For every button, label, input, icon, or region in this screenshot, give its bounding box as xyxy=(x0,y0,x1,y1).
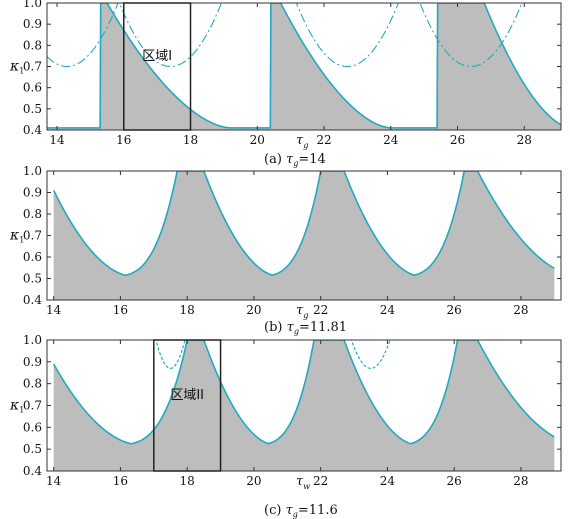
dashed-dip-curve xyxy=(350,340,391,369)
x-tick-label: 20 xyxy=(246,303,261,317)
caption-sub: g xyxy=(293,159,298,168)
x-axis-label-symbol: τ xyxy=(296,133,304,148)
caption-prefix: (c) xyxy=(264,503,286,518)
y-tick-label: 0.6 xyxy=(23,420,42,434)
y-axis-label-sub: 1 xyxy=(19,67,24,76)
y-tick-label: 0.4 xyxy=(23,123,42,137)
dashed-dip-curve xyxy=(155,340,186,369)
x-tick-label: 20 xyxy=(250,133,265,147)
caption-prefix: (a) xyxy=(264,152,286,167)
x-tick-label: 16 xyxy=(113,303,128,317)
panel-c: 14 16 18 20 22 24 26 28 0.4 0.5 0.6 0.7 0.8 0.9 1.0 κ1 τ… xyxy=(9,333,562,519)
y-axis-label-symbol: κ xyxy=(9,59,19,75)
panel-b: 14 16 18 20 22 24 26 28 0.4 0.5 0.6 0.7 0.8 0.9 1.0 κ1 τ… xyxy=(9,164,562,336)
feasible-region-area xyxy=(53,340,555,471)
y-axis-label-symbol: κ xyxy=(9,228,19,244)
boundary-curve xyxy=(47,3,561,129)
x-tick-label: 26 xyxy=(450,133,465,147)
upper-dashdot-curve xyxy=(47,3,523,68)
y-tick-label: 0.7 xyxy=(23,399,42,413)
x-tick-label: 22 xyxy=(313,303,328,317)
x-tick-label: 24 xyxy=(383,133,399,147)
plot-area xyxy=(52,340,555,471)
plot-area xyxy=(47,3,561,130)
y-tick-label: 0.5 xyxy=(23,102,42,116)
panel-caption: (b) τg=11.81 xyxy=(264,320,347,336)
y-tick-label: 0.8 xyxy=(23,377,42,391)
region-label: 区域I xyxy=(142,49,172,64)
boundary-curve xyxy=(52,171,555,277)
x-tick-label: 22 xyxy=(316,133,331,147)
y-tick-label: 0.9 xyxy=(23,355,42,369)
caption-sub: g xyxy=(293,510,298,519)
caption-value: =11.6 xyxy=(298,503,338,518)
y-tick-label: 0.8 xyxy=(23,207,42,221)
y-tick-label: 0.4 xyxy=(23,464,42,478)
y-tick-label: 0.8 xyxy=(23,38,42,52)
x-axis-label: τg xyxy=(296,133,308,150)
x-tick-label: 16 xyxy=(113,474,128,488)
x-tick-label: 26 xyxy=(447,303,462,317)
x-tick-label: 18 xyxy=(180,303,195,317)
x-tick-label: 28 xyxy=(513,303,528,317)
x-tick-label: 22 xyxy=(313,474,328,488)
panel-a: 14 16 18 20 22 24 26 28 0.4 0.5 0.6 0.7 0.8 0.9 1.0 κ1 τ… xyxy=(9,0,562,168)
y-tick-label: 0.6 xyxy=(23,81,42,95)
caption-symbol: τ xyxy=(286,503,294,518)
caption-value: =14 xyxy=(298,152,325,167)
y-tick-label: 1.0 xyxy=(23,164,42,178)
caption-value: =11.81 xyxy=(299,320,347,335)
x-tick-label: 26 xyxy=(447,474,462,488)
region-box xyxy=(123,2,192,131)
plot-area xyxy=(52,171,555,300)
x-tick-label: 14 xyxy=(46,474,62,488)
y-tick-label: 0.9 xyxy=(23,17,42,31)
y-axis-label: κ1 xyxy=(9,398,24,415)
y-axis-label: κ1 xyxy=(9,228,24,245)
x-tick-label: 16 xyxy=(116,133,131,147)
y-tick-label: 0.6 xyxy=(23,250,42,264)
y-tick-label: 0.5 xyxy=(23,442,42,456)
y-axis-label-symbol: κ xyxy=(9,398,19,414)
x-axis-label-sub: g xyxy=(303,141,308,150)
region-box xyxy=(153,339,222,472)
caption-sub: g xyxy=(294,327,299,336)
region-label: 区域II xyxy=(170,388,204,403)
feasible-region-area xyxy=(47,3,561,130)
y-axis-label-sub: 1 xyxy=(19,236,24,245)
x-tick-label: 20 xyxy=(246,474,261,488)
caption-prefix: (b) xyxy=(264,320,287,335)
x-axis-label: τw xyxy=(296,474,310,491)
x-tick-label: 18 xyxy=(183,133,198,147)
x-tick-label: 14 xyxy=(49,133,65,147)
x-axis-label-symbol: τ xyxy=(296,474,304,489)
panel-caption: (a) τg=14 xyxy=(264,152,326,168)
y-tick-label: 0.5 xyxy=(23,272,42,286)
y-axis-label-sub: 1 xyxy=(19,406,24,415)
y-tick-label: 0.7 xyxy=(23,229,42,243)
x-tick-label: 28 xyxy=(517,133,532,147)
x-axis-label-sub: g xyxy=(303,311,308,320)
x-tick-label: 18 xyxy=(180,474,195,488)
y-tick-label: 0.9 xyxy=(23,186,42,200)
y-tick-label: 1.0 xyxy=(23,333,42,347)
x-axis-label: τg xyxy=(296,303,308,320)
caption-symbol: τ xyxy=(287,320,295,335)
y-axis-label: κ1 xyxy=(9,59,24,76)
y-tick-label: 0.4 xyxy=(23,293,42,307)
y-tick-label: 1.0 xyxy=(23,0,42,10)
x-tick-label: 24 xyxy=(380,303,396,317)
x-tick-label: 24 xyxy=(380,474,396,488)
y-tick-label: 0.7 xyxy=(23,60,42,74)
x-axis-label-sub: w xyxy=(303,482,310,491)
x-axis-label-symbol: τ xyxy=(296,303,304,318)
x-tick-label: 14 xyxy=(46,303,62,317)
boundary-curve xyxy=(52,340,555,445)
panel-caption: (c) τg=11.6 xyxy=(264,503,338,519)
caption-symbol: τ xyxy=(286,152,294,167)
x-tick-label: 28 xyxy=(513,474,528,488)
